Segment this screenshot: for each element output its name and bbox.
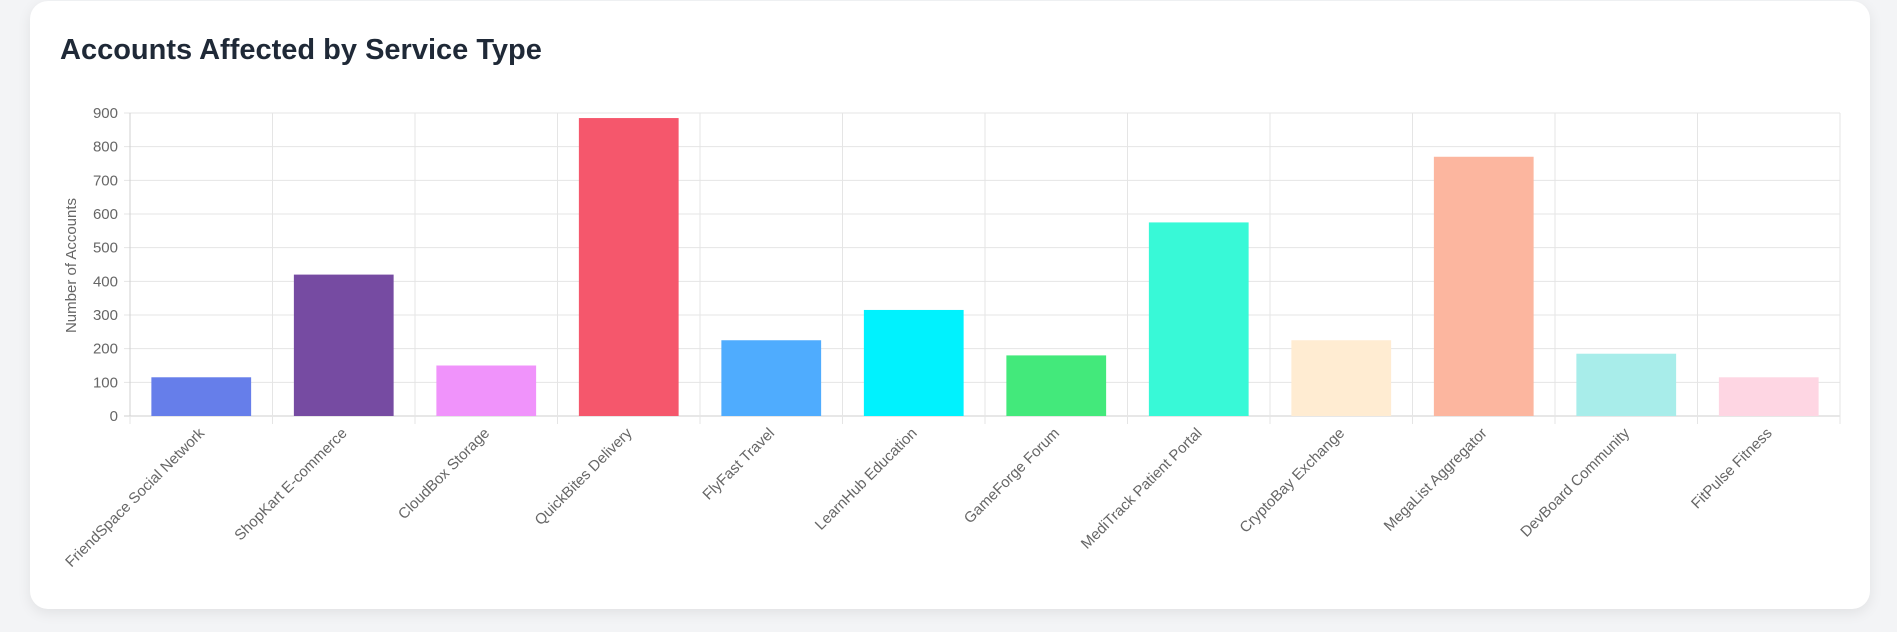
chart-card: Accounts Affected by Service Type 0 100 20… [30,1,1870,609]
bar[interactable] [293,274,394,416]
y-tick-label: 300 [93,307,118,324]
x-tick-label: MegaList Aggregator [1381,425,1491,535]
chart-title: Accounts Affected by Service Type [60,34,542,66]
x-tick-label: QuickBites Delivery [532,424,636,528]
y-tick-label: 700 [93,172,118,189]
y-axis-title: Number of Accounts [63,198,80,333]
y-tick-label: 900 [93,105,118,122]
bar[interactable] [1718,377,1819,416]
x-tick-label: GameForge Forum [961,425,1063,527]
bar[interactable] [1576,353,1677,416]
bar[interactable] [1291,340,1392,416]
y-tick-label: 500 [93,240,118,257]
x-tick-label: FitPulse Fitness [1688,425,1775,512]
x-tick-label: CryptoBay Exchange [1236,425,1348,537]
x-tick-label: LearnHub Education [812,425,921,534]
x-tick-label: DevBoard Community [1517,424,1633,540]
y-tick-label: 100 [93,374,118,391]
bars [151,118,1819,417]
y-tick-label: 600 [93,206,118,223]
bar[interactable] [436,365,537,417]
bar[interactable] [1148,222,1249,416]
y-tick-label: 800 [93,139,118,156]
y-tick-label: 0 [110,408,118,425]
bar-chart: 0 100 200 300 400 500 600 700 800 900 FriendSpace … [62,105,1841,571]
x-tick-label: FlyFast Travel [699,425,778,504]
bar[interactable] [1006,355,1107,416]
bar[interactable] [721,340,822,416]
y-tick-label: 400 [93,273,118,290]
bar[interactable] [1433,156,1534,416]
y-tick-label: 200 [93,341,118,358]
bar[interactable] [578,118,679,417]
x-tick-label: CloudBox Storage [395,425,493,523]
bar[interactable] [151,377,252,416]
x-tick-label: ShopKart E-commerce [231,425,350,544]
x-tick-label: MediTrack Patient Portal [1078,425,1206,553]
bar[interactable] [863,309,964,416]
x-tick-label: FriendSpace Social Network [62,424,208,570]
